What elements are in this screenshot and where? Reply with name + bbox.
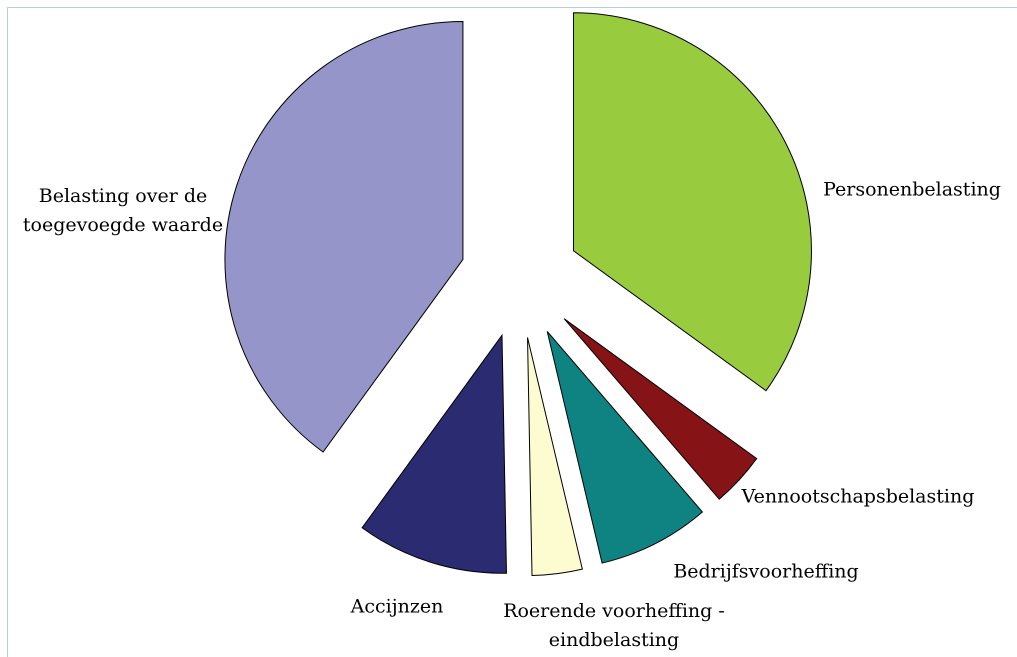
pie-slice xyxy=(546,331,704,564)
slice-label: Belasting over de toegevoegde waarde xyxy=(22,185,224,236)
pie-slice xyxy=(361,333,507,574)
slice-label: Roerende voorheffing - eindbelasting xyxy=(503,600,725,651)
slice-label: Vennootschapsbelasting xyxy=(741,485,975,508)
pie-slice xyxy=(563,318,758,500)
pie-slice xyxy=(527,337,583,576)
slice-label: Personenbelasting xyxy=(823,178,1001,201)
slice-label: Accijnzen xyxy=(350,595,444,618)
slice-label: Bedrijfsvoorheffing xyxy=(673,560,859,583)
pie-slice xyxy=(572,12,812,392)
pie-slice xyxy=(224,20,464,453)
